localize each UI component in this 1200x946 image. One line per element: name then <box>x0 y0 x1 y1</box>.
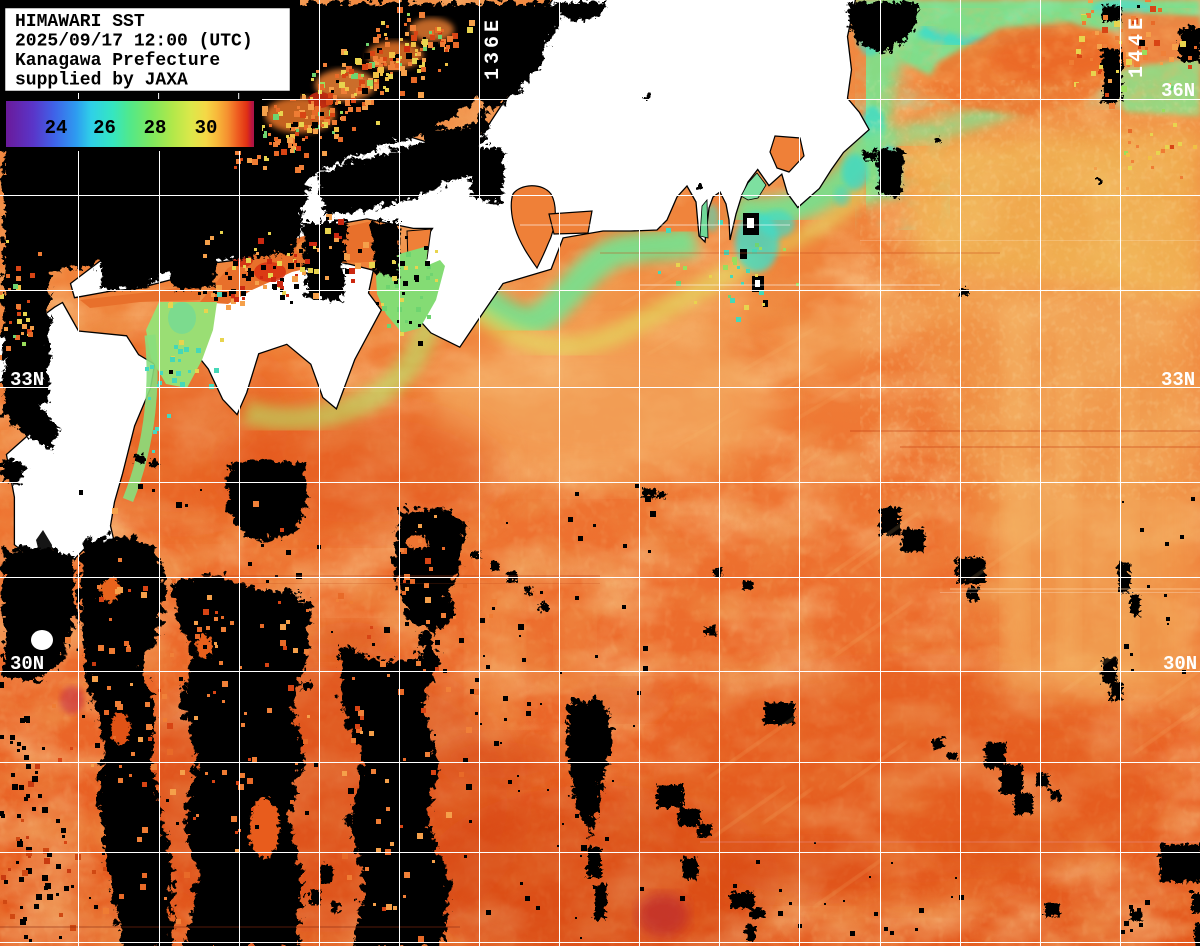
svg-text:33N: 33N <box>1161 369 1195 391</box>
svg-text:2025/09/17 12:00 (UTC): 2025/09/17 12:00 (UTC) <box>15 32 253 52</box>
svg-text:33N: 33N <box>10 369 44 391</box>
svg-text:28: 28 <box>144 117 167 139</box>
svg-text:36N: 36N <box>1161 80 1195 102</box>
svg-text:136E: 136E <box>482 16 505 80</box>
svg-text:26: 26 <box>93 117 116 139</box>
svg-text:30N: 30N <box>10 653 44 675</box>
svg-text:24: 24 <box>45 117 68 139</box>
svg-text:supplied by JAXA: supplied by JAXA <box>15 71 188 91</box>
svg-text:144E: 144E <box>1126 14 1149 78</box>
svg-text:HIMAWARI SST: HIMAWARI SST <box>15 12 145 32</box>
svg-text:30: 30 <box>195 117 218 139</box>
svg-text:30N: 30N <box>1163 653 1197 675</box>
svg-text:Kanagawa Prefecture: Kanagawa Prefecture <box>15 51 220 71</box>
